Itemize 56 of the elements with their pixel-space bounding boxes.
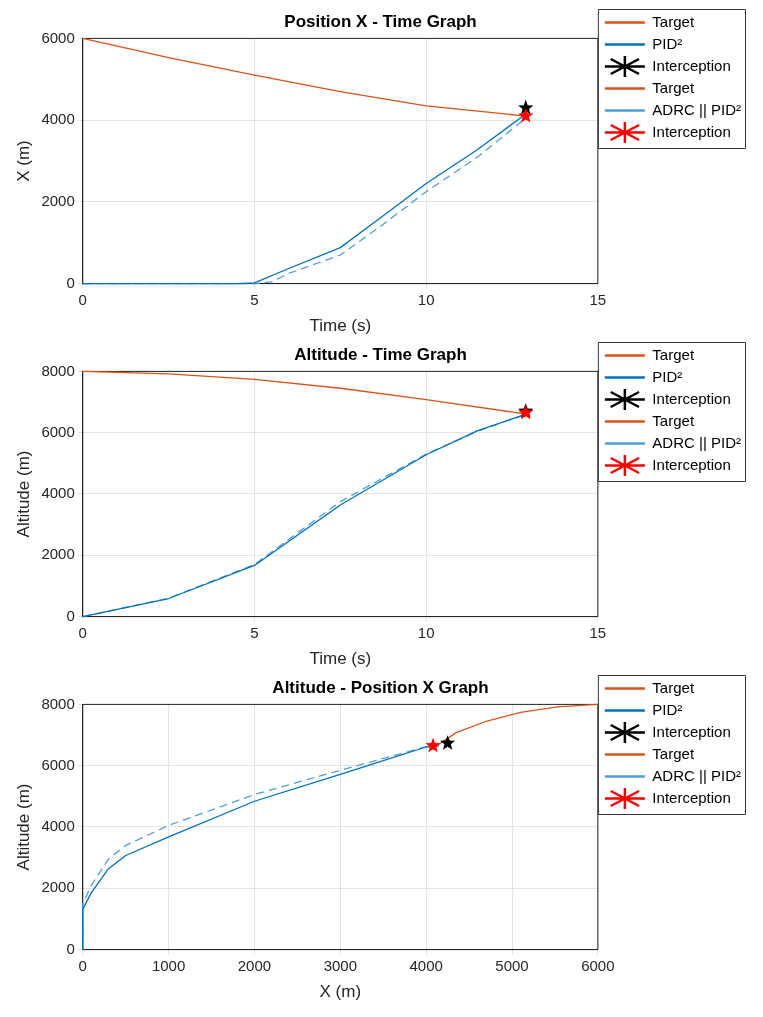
x-axis-title: X (m) bbox=[319, 982, 362, 1002]
x-tick-label: 4000 bbox=[409, 956, 443, 974]
x-axis-title: Time (s) bbox=[309, 649, 372, 669]
y-tick-label: 0 bbox=[66, 939, 75, 957]
legend-label: Target bbox=[652, 744, 695, 762]
y-axis-title: Altitude (m) bbox=[13, 783, 33, 871]
y-axis-title: Altitude (m) bbox=[13, 450, 33, 538]
y-tick-label: 0 bbox=[66, 606, 75, 624]
legend-label: Interception bbox=[652, 788, 731, 806]
y-tick-label: 2000 bbox=[41, 192, 75, 210]
y-tick-label: 6000 bbox=[41, 28, 75, 46]
legend-label: Target bbox=[652, 411, 695, 429]
x-tick-label: 15 bbox=[589, 290, 607, 308]
x-tick-label: 0 bbox=[78, 956, 87, 974]
legend-label: Target bbox=[652, 678, 695, 696]
x-tick-label: 10 bbox=[417, 623, 435, 641]
y-tick-label: 8000 bbox=[41, 361, 75, 379]
legend-label: Interception bbox=[652, 722, 731, 740]
y-axis-title: X (m) bbox=[13, 140, 33, 182]
x-tick-label: 0 bbox=[78, 623, 87, 641]
legend-label: Interception bbox=[652, 122, 731, 140]
y-tick-label: 4000 bbox=[41, 484, 75, 502]
x-tick-label: 15 bbox=[589, 623, 607, 641]
x-tick-label: 5 bbox=[250, 623, 259, 641]
y-tick-label: 2000 bbox=[41, 878, 75, 896]
legend-label: Target bbox=[652, 345, 695, 363]
x-tick-label: 5000 bbox=[495, 956, 529, 974]
legend-label: Interception bbox=[652, 455, 731, 473]
legend-label: PID² bbox=[652, 367, 683, 385]
legend-label: Interception bbox=[652, 389, 731, 407]
y-tick-label: 4000 bbox=[41, 110, 75, 128]
x-tick-label: 1000 bbox=[151, 956, 186, 974]
x-tick-label: 3000 bbox=[323, 956, 358, 974]
legend-label: PID² bbox=[652, 700, 683, 718]
legend-label: ADRC || PID² bbox=[652, 433, 742, 451]
legend-label: Target bbox=[652, 78, 695, 96]
y-tick-label: 4000 bbox=[41, 817, 75, 835]
x-axis-title: Time (s) bbox=[309, 316, 372, 336]
legend-label: ADRC || PID² bbox=[652, 100, 742, 118]
y-tick-label: 6000 bbox=[41, 422, 75, 440]
legend-label: ADRC || PID² bbox=[652, 766, 742, 784]
x-tick-label: 5 bbox=[250, 290, 259, 308]
chart-title: Altitude - Position X Graph bbox=[272, 677, 489, 697]
x-tick-label: 0 bbox=[78, 290, 87, 308]
legend-label: Interception bbox=[652, 56, 731, 74]
y-tick-label: 8000 bbox=[41, 694, 75, 712]
y-tick-label: 6000 bbox=[41, 755, 75, 773]
x-tick-label: 6000 bbox=[581, 956, 615, 974]
chart-title: Altitude - Time Graph bbox=[294, 344, 467, 364]
x-tick-label: 10 bbox=[417, 290, 435, 308]
x-tick-label: 2000 bbox=[237, 956, 272, 974]
legend-label: Target bbox=[652, 12, 695, 30]
y-tick-label: 0 bbox=[66, 273, 75, 291]
y-tick-label: 2000 bbox=[41, 545, 75, 563]
chart-title: Position X - Time Graph bbox=[284, 11, 477, 31]
legend-label: PID² bbox=[652, 34, 683, 52]
